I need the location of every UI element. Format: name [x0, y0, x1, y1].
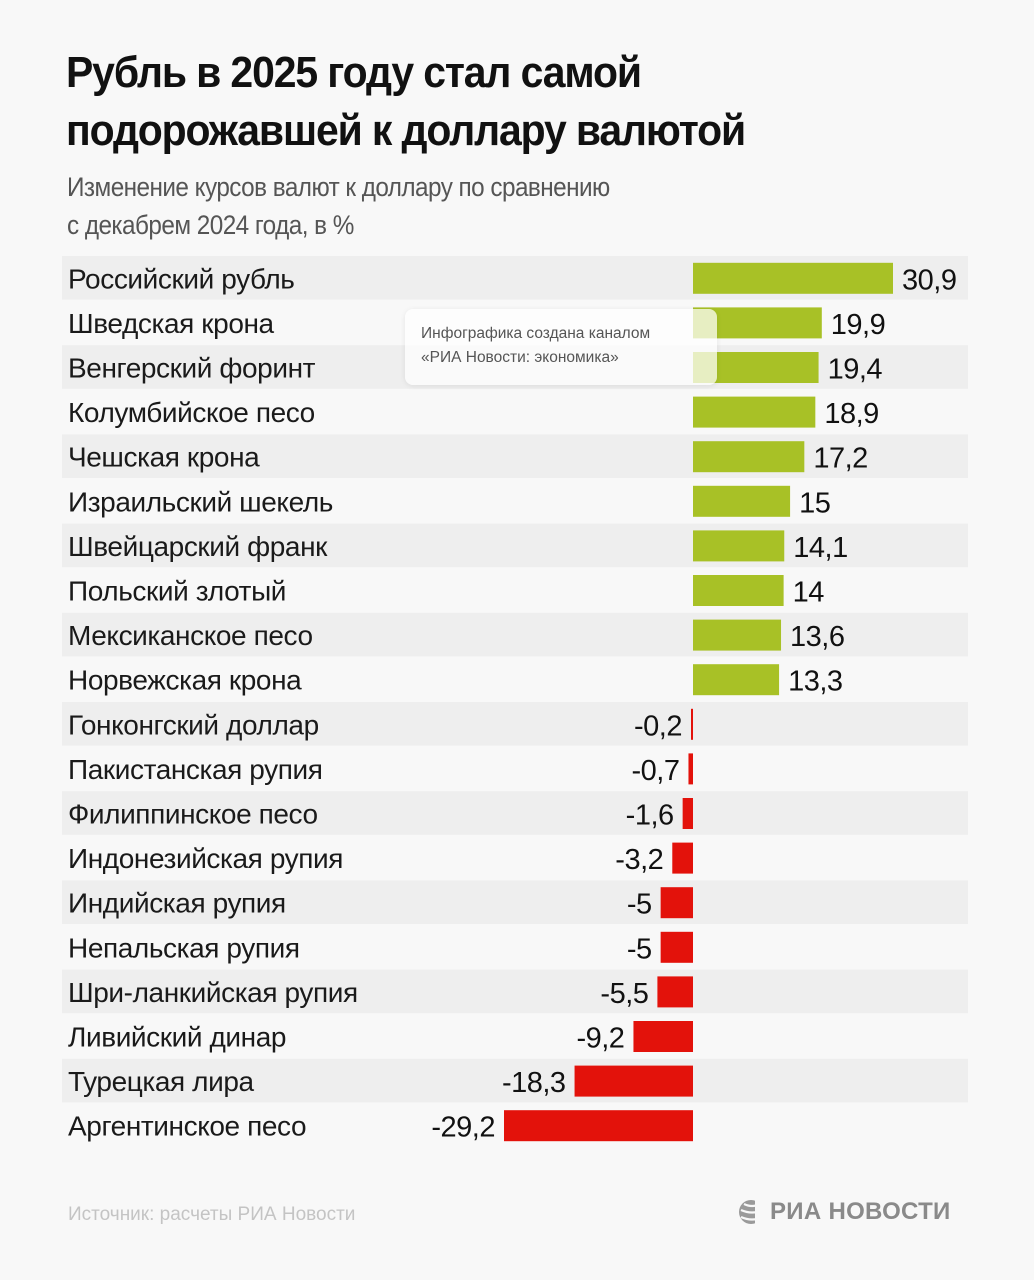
value-label: -9,2	[576, 1023, 624, 1055]
category-label: Шведская крона	[68, 308, 275, 339]
watermark-box: Инфографика создана каналом «РИА Новости…	[405, 309, 717, 385]
category-label: Индонезийская рупия	[68, 843, 343, 874]
category-label: Израильский шекель	[68, 486, 333, 517]
value-label: -29,2	[431, 1112, 495, 1144]
subtitle-line-2: с декабрем 2024 года, в %	[67, 210, 354, 240]
row-stripe	[62, 434, 968, 478]
bar	[691, 708, 693, 740]
category-label: Турецкая лира	[68, 1066, 255, 1097]
bar	[693, 619, 782, 651]
bar	[693, 262, 893, 294]
bar	[688, 753, 693, 785]
category-label: Норвежская крона	[68, 665, 302, 696]
value-label: 18,9	[824, 398, 878, 430]
bar	[633, 1021, 693, 1052]
source-note: Источник: расчеты РИА Новости	[68, 1204, 356, 1225]
category-label: Гонконгский доллар	[68, 709, 319, 740]
value-label: 19,9	[831, 309, 885, 341]
bar	[504, 1110, 693, 1142]
value-label: -1,6	[626, 800, 674, 832]
value-label: -0,2	[634, 710, 682, 742]
row-stripe	[62, 1058, 968, 1103]
value-label: 15	[799, 487, 830, 519]
category-label: Чешская крона	[68, 442, 260, 473]
category-label: Ливийский динар	[68, 1022, 286, 1053]
watermark-line-1: Инфографика создана каналом	[421, 325, 651, 342]
value-label: -5,5	[600, 978, 648, 1010]
value-label: 14,1	[793, 532, 847, 564]
value-label: -3,2	[615, 844, 663, 876]
category-label: Колумбийское песо	[68, 397, 315, 428]
value-label: 13,3	[788, 666, 842, 698]
row-stripe	[62, 612, 968, 657]
category-label: Польский злотый	[68, 576, 286, 607]
subtitle-line-1: Изменение курсов валют к доллару по срав…	[67, 172, 610, 202]
value-label: -0,7	[631, 755, 679, 787]
ria-logo: РИА НОВОСТИ	[738, 1198, 951, 1226]
bar	[693, 664, 780, 696]
category-label: Пакистанская рупия	[68, 754, 323, 785]
bar	[672, 842, 693, 874]
category-label: Венгерский форинт	[68, 353, 316, 384]
value-label: -5	[627, 933, 652, 965]
row-stripe	[62, 702, 968, 746]
row-stripe	[62, 880, 968, 924]
category-label: Российский рубль	[68, 263, 295, 294]
value-label: 14	[793, 577, 825, 609]
category-label: Непальская рупия	[68, 932, 300, 963]
value-label: -18,3	[502, 1067, 566, 1099]
page-title: Рубль в 2025 году стал самой подорожавше…	[66, 44, 940, 160]
category-label: Аргентинское песо	[68, 1111, 306, 1142]
bar	[693, 441, 805, 473]
bar	[660, 931, 693, 963]
bar	[693, 530, 785, 562]
value-label: 19,4	[828, 354, 883, 386]
value-label: 13,6	[790, 621, 844, 653]
ria-globe-icon	[739, 1198, 764, 1226]
row-stripe	[62, 791, 968, 835]
category-label: Мексиканское песо	[68, 620, 313, 651]
value-label: 30,9	[902, 264, 956, 296]
bar	[657, 976, 693, 1008]
title-line-1: Рубль в 2025 году стал самой	[66, 48, 642, 97]
value-label: -5	[627, 889, 652, 921]
row-stripe	[62, 523, 968, 568]
category-label: Шри-ланкийская рупия	[68, 977, 358, 1008]
logo-text: РИА НОВОСТИ	[770, 1198, 951, 1225]
category-label: Швейцарский франк	[68, 531, 328, 562]
bar	[693, 575, 784, 606]
bar	[574, 1065, 693, 1097]
bar	[693, 485, 791, 517]
subtitle: Изменение курсов валют к доллару по срав…	[67, 168, 877, 244]
bar	[660, 887, 693, 919]
category-label: Филиппинское песо	[68, 799, 318, 830]
watermark-line-2: «РИА Новости: экономика»	[421, 349, 619, 366]
value-label: 17,2	[813, 443, 867, 475]
bar-chart: Российский рубль 30,9 Шведская крона 19,9 Ве…	[62, 262, 968, 1144]
category-label: Индийская рупия	[68, 888, 286, 919]
bar	[693, 396, 816, 428]
bar	[682, 798, 693, 829]
row-stripe	[62, 969, 968, 1014]
title-line-2: подорожавшей к доллару валютой	[66, 106, 746, 155]
